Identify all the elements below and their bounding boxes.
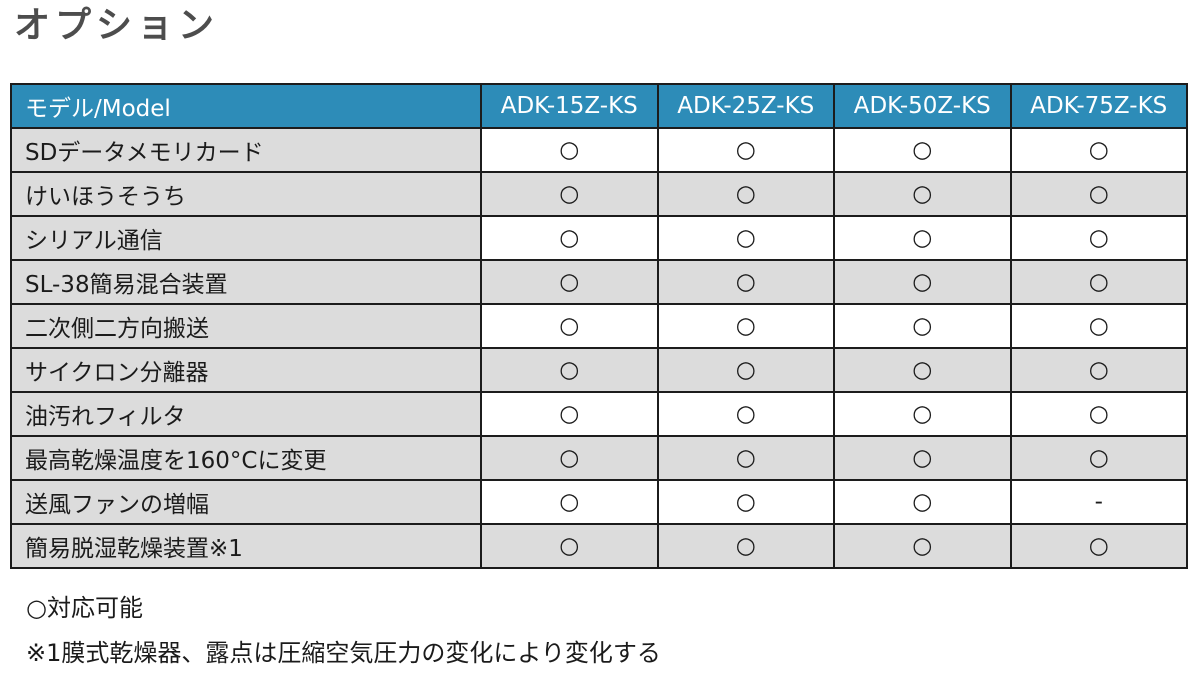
table-row: SL-38簡易混合装置 ○ ○ ○ ○ <box>10 259 1188 306</box>
table-body: SDデータメモリカード ○ ○ ○ ○ けいほうそうち ○ ○ ○ ○ シリアル通信 ○ ○ ○ ○ SL-3… <box>10 127 1188 570</box>
availability-cell: ○ <box>1009 171 1188 218</box>
availability-cell: ○ <box>833 303 1012 350</box>
option-row-label: サイクロン分離器 <box>10 347 482 394</box>
table-row: 油汚れフィルタ ○ ○ ○ ○ <box>10 391 1188 438</box>
header-adk-50z-ks: ADK-50Z-KS <box>833 83 1012 130</box>
availability-cell: ○ <box>480 347 659 394</box>
availability-cell: ○ <box>833 171 1012 218</box>
availability-cell: ○ <box>656 523 835 570</box>
availability-cell: ○ <box>480 215 659 262</box>
table-row: けいほうそうち ○ ○ ○ ○ <box>10 171 1188 218</box>
header-adk-15z-ks: ADK-15Z-KS <box>480 83 659 130</box>
option-row-label: けいほうそうち <box>10 171 482 218</box>
availability-cell: ○ <box>480 479 659 526</box>
availability-cell: ○ <box>656 479 835 526</box>
availability-cell: ○ <box>656 391 835 438</box>
availability-cell: ○ <box>1009 303 1188 350</box>
availability-cell: ○ <box>656 171 835 218</box>
availability-cell: ○ <box>833 435 1012 482</box>
availability-cell: ○ <box>656 347 835 394</box>
page-title: オプション <box>14 5 220 46</box>
table-row: サイクロン分離器 ○ ○ ○ ○ <box>10 347 1188 394</box>
availability-cell: ○ <box>1009 127 1188 174</box>
note-membrane-dryer: ※1膜式乾燥器、露点は圧縮空気圧力の変化により変化する <box>26 639 661 668</box>
availability-cell: ○ <box>833 347 1012 394</box>
availability-cell: ○ <box>1009 435 1188 482</box>
option-row-label: 油汚れフィルタ <box>10 391 482 438</box>
table-row: 二次側二方向搬送 ○ ○ ○ ○ <box>10 303 1188 350</box>
option-row-label: SDデータメモリカード <box>10 127 482 174</box>
availability-cell: ○ <box>1009 391 1188 438</box>
availability-cell: ○ <box>1009 215 1188 262</box>
table-head: モデル/Model ADK-15Z-KS ADK-25Z-KS ADK-50Z-… <box>10 83 1188 130</box>
header-adk-75z-ks: ADK-75Z-KS <box>1009 83 1188 130</box>
availability-cell: - <box>1009 479 1188 526</box>
availability-cell: ○ <box>480 435 659 482</box>
availability-cell: ○ <box>480 303 659 350</box>
table-row: SDデータメモリカード ○ ○ ○ ○ <box>10 127 1188 174</box>
table-row: 最高乾燥温度を160°Cに変更 ○ ○ ○ ○ <box>10 435 1188 482</box>
availability-cell: ○ <box>480 127 659 174</box>
availability-cell: ○ <box>1009 347 1188 394</box>
table-row: 送風ファンの増幅 ○ ○ ○ - <box>10 479 1188 526</box>
option-row-label: 最高乾燥温度を160°Cに変更 <box>10 435 482 482</box>
option-row-label: 二次側二方向搬送 <box>10 303 482 350</box>
header-model: モデル/Model <box>10 83 482 130</box>
availability-cell: ○ <box>480 391 659 438</box>
options-table: モデル/Model ADK-15Z-KS ADK-25Z-KS ADK-50Z-… <box>10 83 1188 570</box>
availability-cell: ○ <box>480 259 659 306</box>
availability-cell: ○ <box>833 523 1012 570</box>
availability-cell: ○ <box>1009 523 1188 570</box>
availability-cell: ○ <box>833 479 1012 526</box>
availability-cell: ○ <box>656 303 835 350</box>
availability-cell: ○ <box>480 171 659 218</box>
availability-cell: ○ <box>833 215 1012 262</box>
table-header-row: モデル/Model ADK-15Z-KS ADK-25Z-KS ADK-50Z-… <box>10 83 1188 130</box>
availability-cell: ○ <box>833 259 1012 306</box>
option-row-label: 簡易脱湿乾燥装置※1 <box>10 523 482 570</box>
availability-cell: ○ <box>656 215 835 262</box>
header-adk-25z-ks: ADK-25Z-KS <box>656 83 835 130</box>
availability-cell: ○ <box>656 435 835 482</box>
availability-cell: ○ <box>656 259 835 306</box>
availability-cell: ○ <box>656 127 835 174</box>
note-legend-available: ○対応可能 <box>26 594 143 623</box>
availability-cell: ○ <box>833 391 1012 438</box>
availability-cell: ○ <box>1009 259 1188 306</box>
table-row: シリアル通信 ○ ○ ○ ○ <box>10 215 1188 262</box>
option-row-label: 送風ファンの増幅 <box>10 479 482 526</box>
option-row-label: シリアル通信 <box>10 215 482 262</box>
table-row: 簡易脱湿乾燥装置※1 ○ ○ ○ ○ <box>10 523 1188 570</box>
availability-cell: ○ <box>833 127 1012 174</box>
footnotes: ○対応可能 ※1膜式乾燥器、露点は圧縮空気圧力の変化により変化する <box>26 593 1198 669</box>
availability-cell: ○ <box>480 523 659 570</box>
option-row-label: SL-38簡易混合装置 <box>10 259 482 306</box>
